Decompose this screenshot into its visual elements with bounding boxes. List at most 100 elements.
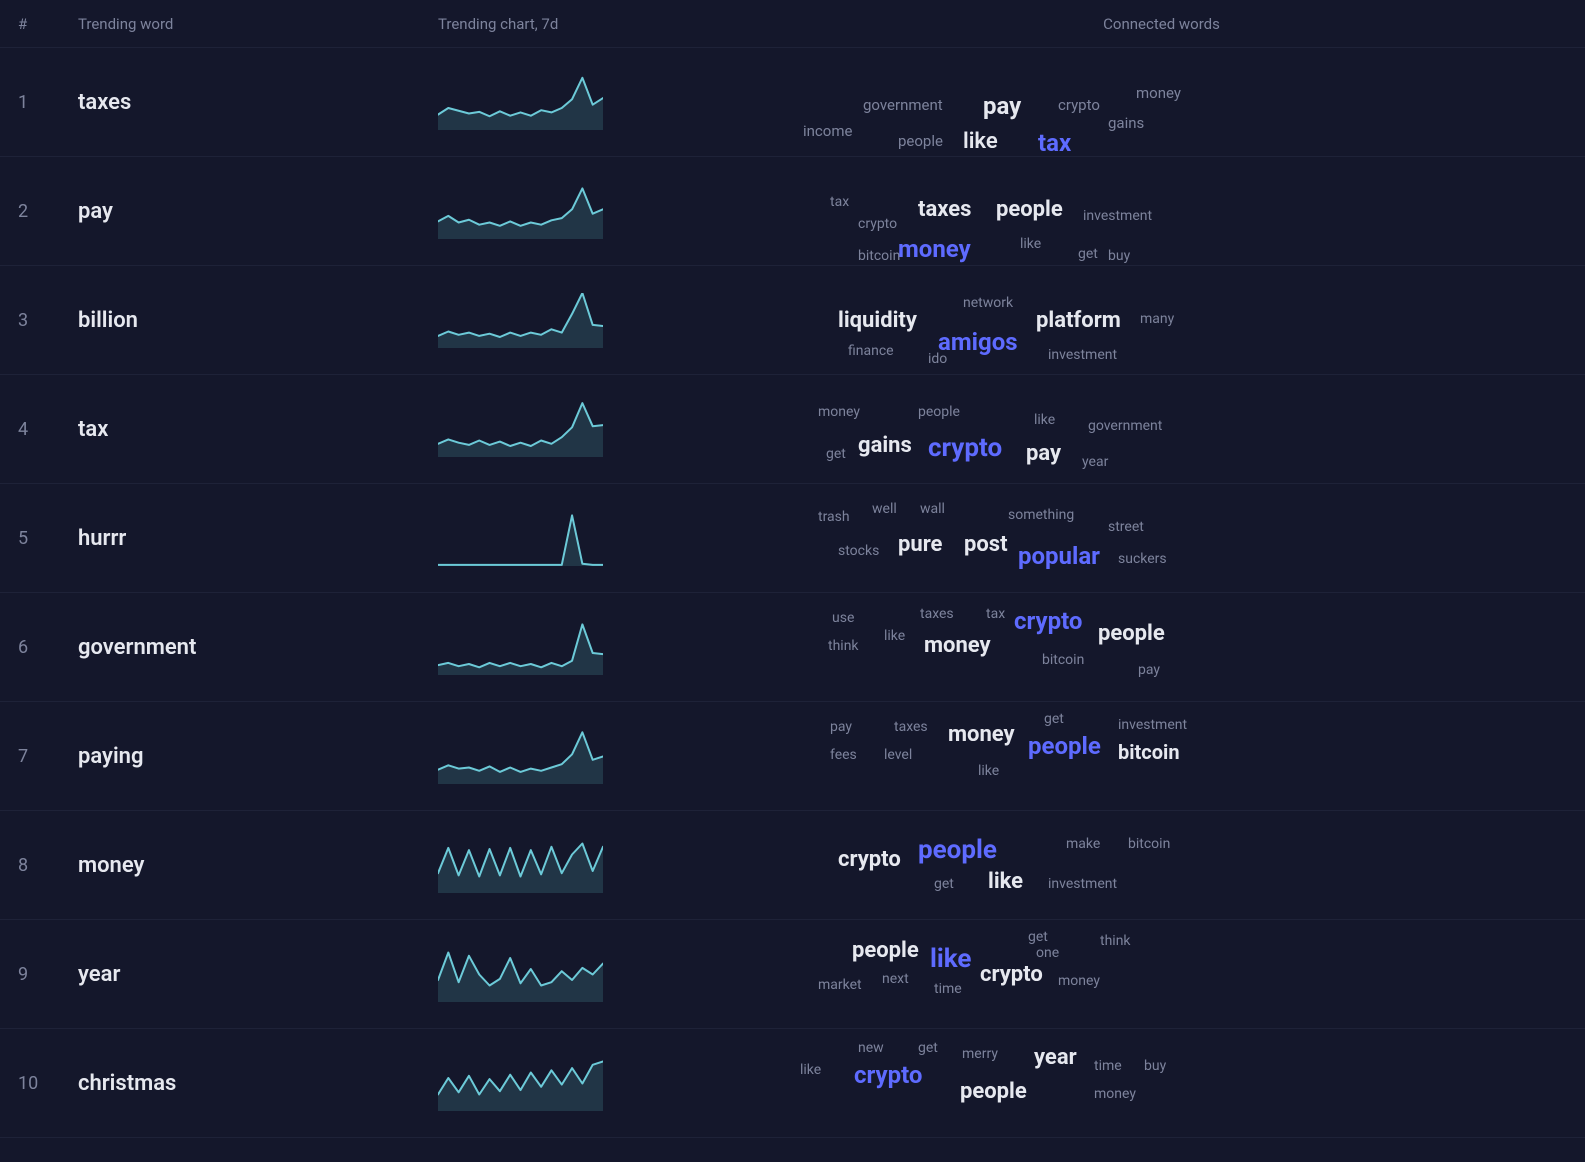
cloud-word[interactable]: get (1044, 712, 1064, 726)
cloud-word[interactable]: ido (928, 352, 947, 366)
cloud-word[interactable]: people (918, 405, 960, 419)
cloud-word[interactable]: crypto (1058, 98, 1100, 113)
cloud-word[interactable]: get (826, 447, 846, 461)
cloud-word[interactable]: get (918, 1041, 938, 1055)
cloud-word[interactable]: tax (986, 607, 1005, 621)
cloud-word[interactable]: government (1088, 419, 1162, 433)
cloud-word[interactable]: gains (1108, 116, 1144, 131)
cloud-word[interactable]: get (1028, 930, 1048, 944)
cloud-word[interactable]: like (1034, 413, 1055, 427)
cloud-word[interactable]: money (898, 237, 971, 261)
cloud-word[interactable]: pure (898, 534, 942, 556)
cloud-word[interactable]: suckers (1118, 552, 1167, 566)
cloud-word[interactable]: one (1036, 946, 1059, 960)
cloud-word[interactable]: crypto (838, 849, 901, 871)
cloud-word[interactable]: government (863, 98, 943, 113)
cloud-word[interactable]: like (963, 131, 998, 153)
cloud-word[interactable]: something (1008, 508, 1074, 522)
cloud-word[interactable]: like (800, 1063, 821, 1077)
cloud-word[interactable]: year (1034, 1047, 1077, 1069)
cloud-word[interactable]: wall (920, 502, 945, 516)
cloud-word[interactable]: crypto (928, 435, 1002, 461)
cloud-word[interactable]: money (1094, 1087, 1136, 1101)
table-row[interactable]: 4 tax moneypeoplelikegovernmentgainscryp… (0, 375, 1585, 484)
cloud-word[interactable]: crypto (980, 964, 1043, 986)
cloud-word[interactable]: people (1098, 623, 1165, 645)
cloud-word[interactable]: taxes (894, 720, 928, 734)
table-row[interactable]: 6 government usetaxestaxcryptopeoplethin… (0, 593, 1585, 702)
table-row[interactable]: 5 hurrr trashwellwallsomethingstreetstoc… (0, 484, 1585, 593)
table-row[interactable]: 3 billion liquiditynetworkplatformmanyfi… (0, 266, 1585, 375)
cloud-word[interactable]: year (1082, 455, 1108, 469)
table-row[interactable]: 9 year peoplelikegetonethinkcryptomarket… (0, 920, 1585, 1029)
cloud-word[interactable]: think (1100, 934, 1131, 948)
cloud-word[interactable]: post (964, 534, 1008, 556)
cloud-word[interactable]: liquidity (838, 310, 917, 332)
cloud-word[interactable]: tax (830, 195, 849, 209)
cloud-word[interactable]: street (1108, 520, 1144, 534)
cloud-word[interactable]: people (852, 940, 919, 962)
cloud-word[interactable]: like (884, 629, 905, 643)
cloud-word[interactable]: investment (1048, 877, 1117, 891)
cloud-word[interactable]: pay (983, 94, 1021, 118)
cloud-word[interactable]: bitcoin (858, 249, 900, 263)
cloud-word[interactable]: investment (1048, 348, 1117, 362)
cloud-word[interactable]: money (818, 405, 860, 419)
cloud-word[interactable]: pay (1026, 443, 1061, 465)
cloud-word[interactable]: finance (848, 344, 894, 358)
cloud-word[interactable]: money (1058, 974, 1100, 988)
cloud-word[interactable]: popular (1018, 544, 1100, 568)
trending-word[interactable]: pay (78, 199, 438, 224)
cloud-word[interactable]: make (1066, 837, 1100, 851)
cloud-word[interactable]: income (803, 124, 852, 139)
cloud-word[interactable]: people (918, 837, 997, 863)
cloud-word[interactable]: network (963, 296, 1013, 310)
cloud-word[interactable]: bitcoin (1128, 837, 1170, 851)
cloud-word[interactable]: buy (1108, 249, 1130, 263)
cloud-word[interactable]: money (948, 724, 1015, 746)
cloud-word[interactable]: trash (818, 510, 850, 524)
trending-word[interactable]: hurrr (78, 526, 438, 551)
cloud-word[interactable]: use (832, 611, 854, 625)
cloud-word[interactable]: investment (1083, 209, 1152, 223)
table-row[interactable]: 8 money cryptopeoplemakebitcoinlikegetin… (0, 811, 1585, 920)
cloud-word[interactable]: new (858, 1041, 884, 1055)
cloud-word[interactable]: crypto (854, 1063, 922, 1087)
cloud-word[interactable]: people (960, 1081, 1027, 1103)
cloud-word[interactable]: crypto (1014, 609, 1082, 633)
cloud-word[interactable]: like (988, 871, 1023, 893)
cloud-word[interactable]: buy (1144, 1059, 1166, 1073)
trending-word[interactable]: money (78, 853, 438, 878)
trending-word[interactable]: year (78, 962, 438, 987)
cloud-word[interactable]: like (930, 946, 971, 972)
cloud-word[interactable]: investment (1118, 718, 1187, 732)
table-row[interactable]: 7 paying paytaxesmoneygetinvestmentpeopl… (0, 702, 1585, 811)
cloud-word[interactable]: well (872, 502, 897, 516)
trending-word[interactable]: tax (78, 417, 438, 442)
cloud-word[interactable]: market (818, 978, 862, 992)
cloud-word[interactable]: get (934, 877, 954, 891)
cloud-word[interactable]: like (1020, 237, 1041, 251)
cloud-word[interactable]: level (884, 748, 912, 762)
cloud-word[interactable]: people (1028, 734, 1101, 758)
trending-word[interactable]: taxes (78, 90, 438, 115)
cloud-word[interactable]: bitcoin (1118, 742, 1180, 762)
cloud-word[interactable]: money (924, 635, 991, 657)
cloud-word[interactable]: like (978, 764, 999, 778)
cloud-word[interactable]: people (898, 134, 943, 149)
table-row[interactable]: 1 taxes governmentpaycryptomoneyincomepe… (0, 48, 1585, 157)
trending-word[interactable]: paying (78, 744, 438, 769)
cloud-word[interactable]: people (996, 199, 1063, 221)
cloud-word[interactable]: pay (830, 720, 852, 734)
cloud-word[interactable]: pay (1138, 663, 1160, 677)
cloud-word[interactable]: fees (830, 748, 857, 762)
cloud-word[interactable]: tax (1038, 131, 1071, 155)
cloud-word[interactable]: taxes (918, 199, 971, 221)
cloud-word[interactable]: taxes (920, 607, 954, 621)
trending-word[interactable]: government (78, 635, 438, 660)
cloud-word[interactable]: crypto (858, 217, 897, 231)
cloud-word[interactable]: next (882, 972, 909, 986)
cloud-word[interactable]: stocks (838, 544, 879, 558)
table-row[interactable]: 2 pay taxtaxespeopleinvestmentcryptomone… (0, 157, 1585, 266)
cloud-word[interactable]: get (1078, 247, 1098, 261)
